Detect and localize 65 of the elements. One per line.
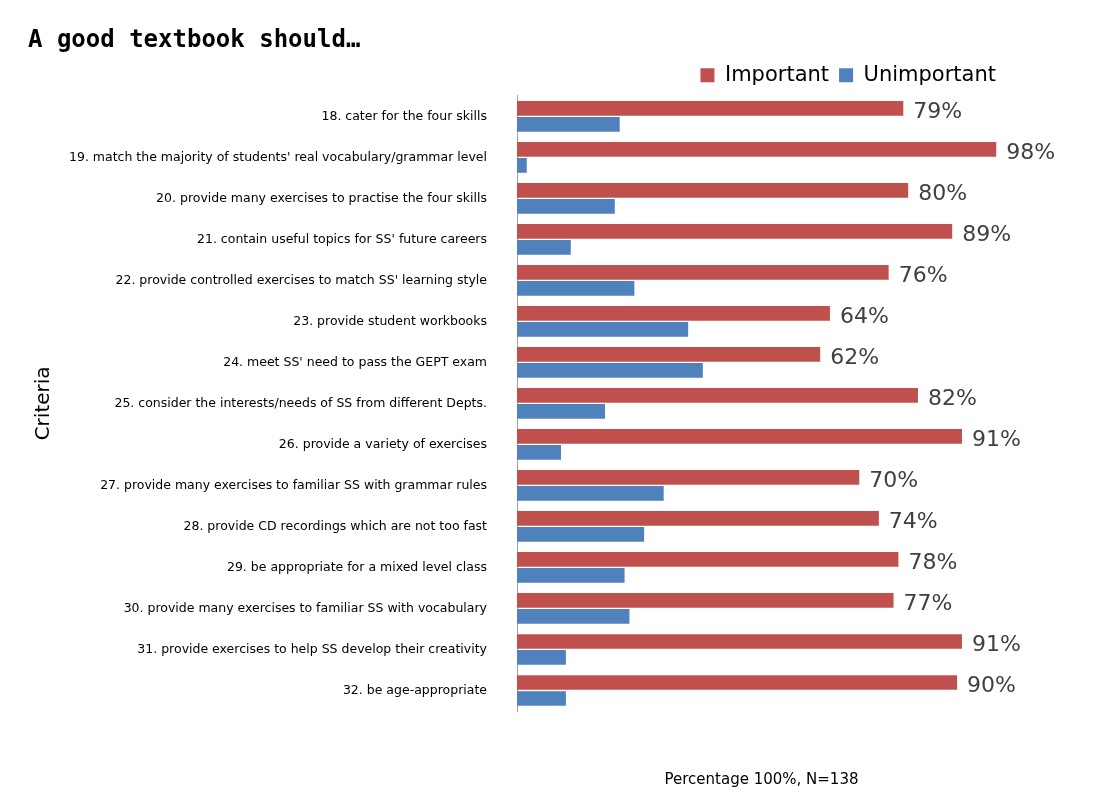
bar: [517, 281, 635, 296]
bar: [517, 239, 571, 255]
data-label: 80%: [918, 180, 968, 206]
bar: [517, 527, 645, 542]
y-tick-label: 30. provide many exercises to familiar SS with vocabulary: [123, 599, 488, 615]
bar: [517, 322, 689, 337]
bar: [517, 265, 889, 280]
data-label: 62%: [830, 344, 880, 370]
bar: [517, 593, 894, 608]
legend-label: Important: [724, 61, 830, 86]
data-label: 91%: [971, 631, 1021, 657]
bar: [517, 650, 566, 665]
data-label: 79%: [913, 98, 963, 124]
y-tick-label: 19. match the majority of students' real vocabulary/grammar level: [69, 148, 487, 164]
bar: [517, 306, 830, 321]
y-tick-label: 31. provide exercises to help SS develop their creativity: [137, 640, 488, 656]
bar: [517, 568, 625, 583]
data-label: 91%: [971, 426, 1021, 452]
bar: [517, 486, 664, 501]
y-tick-label: 28. provide CD recordings which are not too fast: [183, 517, 488, 533]
bar: [517, 609, 630, 624]
y-tick-label: 21. contain useful topics for SS' future careers: [197, 230, 487, 246]
bar: [517, 363, 703, 378]
data-label: 64%: [839, 303, 889, 329]
bar: [517, 675, 958, 690]
bar: [517, 404, 606, 419]
x-axis-title: Percentage 100%, N=138: [664, 769, 859, 788]
bar: [517, 429, 962, 444]
bar: [517, 470, 860, 485]
bar: [517, 634, 962, 649]
y-tick-label: 29. be appropriate for a mixed level class: [226, 558, 487, 574]
bar: [517, 445, 562, 460]
legend-label: Unimportant: [863, 61, 997, 86]
bar: [517, 182, 909, 198]
y-tick-label: 23. provide student workbooks: [293, 312, 487, 328]
data-label: 76%: [898, 262, 948, 288]
y-tick-label: 27. provide many exercises to familiar SS with grammar rules: [100, 476, 487, 492]
data-label: 82%: [927, 385, 977, 411]
bar: [517, 347, 821, 362]
y-tick-label: 24. meet SS' need to pass the GEPT exam: [223, 353, 487, 369]
y-tick-label: 18. cater for the four skills: [321, 107, 487, 123]
y-tick-label: 22. provide controlled exercises to match SS' learning style: [115, 271, 488, 287]
y-tick-label: 26. provide a variety of exercises: [278, 435, 487, 451]
bar: [517, 223, 953, 239]
y-axis-title: Criteria: [30, 366, 55, 441]
bar: [517, 511, 879, 526]
data-label: 70%: [869, 467, 919, 493]
bar: [517, 116, 620, 132]
data-label: 89%: [962, 221, 1012, 247]
bar: [517, 691, 566, 706]
y-tick-label: 25. consider the interests/needs of SS from different Depts.: [114, 394, 487, 410]
data-label: 98%: [1006, 139, 1056, 165]
data-label: 90%: [967, 672, 1017, 698]
bar: [517, 100, 904, 116]
bar: [517, 198, 615, 214]
bar: [517, 157, 527, 173]
bar: [517, 141, 997, 157]
data-label: 78%: [908, 549, 958, 575]
bar: [517, 552, 899, 567]
text: A good textbook should…: [28, 24, 361, 53]
y-tick-label: 20. provide many exercises to practise the four skills: [156, 189, 487, 205]
bar: [517, 388, 918, 403]
y-tick-label: 32. be age-appropriate: [342, 681, 488, 697]
data-label: 77%: [903, 590, 953, 616]
data-label: 74%: [888, 508, 938, 534]
